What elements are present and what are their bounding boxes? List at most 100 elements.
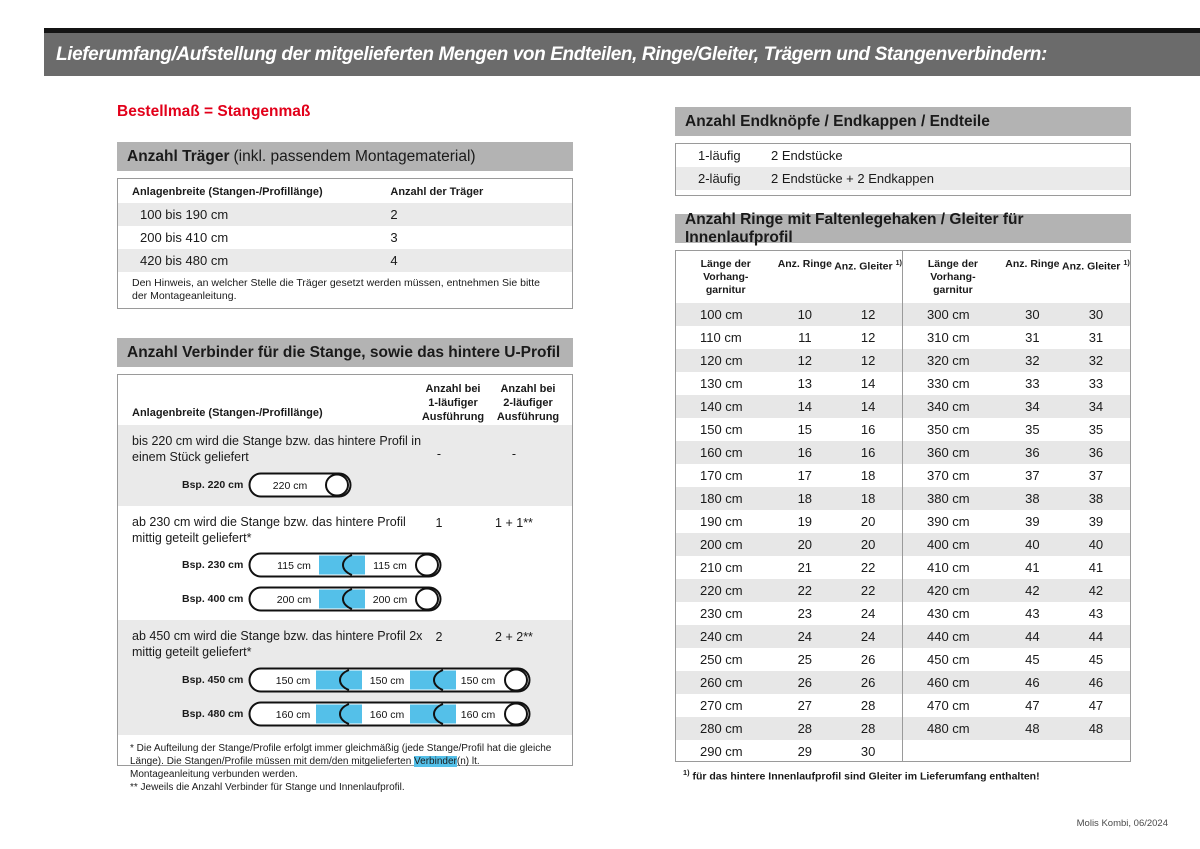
- traeger-note: Den Hinweis, an welcher Stelle die Träge…: [132, 277, 540, 303]
- rings-cell: 39: [1025, 514, 1040, 529]
- length-cell: 250 cm: [700, 652, 743, 667]
- rings-cell: 26: [775, 671, 835, 694]
- table-row: 200 bis 410 cm 3: [118, 226, 572, 249]
- rod-diagram-220: 220 cm: [248, 472, 352, 497]
- length-cell: 110 cm: [700, 330, 742, 345]
- table-row: 340 cm 34 34: [903, 395, 1130, 418]
- length-cell: 360 cm: [903, 441, 1003, 464]
- section-title-traeger-bold: Anzahl Träger: [127, 147, 230, 165]
- verbinder-header-row: Anlagenbreite (Stangen-/Profillänge) Anz…: [118, 375, 572, 425]
- endteile-table: 1-läufig 2 Endstücke 2-läufig 2 Endstück…: [676, 144, 1130, 190]
- rings-cell: 44: [1002, 625, 1062, 648]
- rings-cell: 16: [775, 441, 835, 464]
- order-size-note: Bestellmaß = Stangenmaß: [117, 103, 311, 120]
- table-row: 140 cm 14 14: [676, 395, 902, 418]
- table-row: 260 cm 26 26: [676, 671, 902, 694]
- rings-cell: 40: [1002, 533, 1062, 556]
- verbinder-row-230: ab 230 cm wird die Stange bzw. das hinte…: [118, 506, 572, 621]
- count-2-laufig: 2 + 2**: [495, 630, 533, 644]
- gliders-cell: 14: [834, 395, 902, 418]
- verbinder-row-450: ab 450 cm wird die Stange bzw. das hinte…: [118, 620, 572, 735]
- segment-length-label: 160 cm: [461, 709, 496, 721]
- count-1-laufig: 1: [435, 515, 443, 530]
- length-cell: 300 cm: [903, 303, 1003, 326]
- gliders-cell: 24: [860, 606, 876, 621]
- table-row: 180 cm 18 18: [676, 487, 902, 510]
- section-title-traeger-rest: (inkl. passendem Montagematerial): [233, 147, 476, 165]
- gliders-cell: 33: [1088, 376, 1104, 391]
- length-cell: 170 cm: [700, 468, 743, 483]
- length-cell: 160 cm: [676, 441, 776, 464]
- gliders-cell: 46: [1061, 671, 1130, 694]
- length-cell: 100 cm: [676, 303, 776, 326]
- example-label: Bsp. 450 cm: [182, 673, 244, 686]
- length-cell: 310 cm: [927, 330, 970, 345]
- count-cell: 2: [390, 203, 572, 226]
- rings-cell: 43: [1025, 606, 1040, 621]
- table-row: 230 cm 23 24: [676, 602, 902, 625]
- gliders-cell: 40: [1061, 533, 1130, 556]
- section-title-verbinder: Anzahl Verbinder für die Stange, sowie d…: [117, 338, 573, 367]
- count-1-laufig: 2: [435, 630, 443, 644]
- table-row: 170 cm 17 18: [676, 464, 902, 487]
- table-row: 100 cm 10 12: [676, 303, 902, 326]
- gliders-cell: 34: [1061, 395, 1130, 418]
- segment-length-label: 115 cm: [277, 560, 311, 572]
- example-line: Bsp. 480 cm 160 cm 160 cm 160 cm: [182, 699, 572, 729]
- range-cell: 200 bis 410 cm: [140, 230, 229, 245]
- gliders-cell: 38: [1061, 487, 1130, 510]
- table-row: 330 cm 33 33: [903, 372, 1130, 395]
- gliders-cell: 26: [860, 652, 876, 667]
- table-row: 270 cm 27 28: [676, 694, 902, 717]
- table-row: 110 cm 11 12: [676, 326, 902, 349]
- rings-cell: 48: [1002, 717, 1062, 740]
- length-cell: 460 cm: [903, 671, 1003, 694]
- table-row: 240 cm 24 24: [676, 625, 902, 648]
- ringe-table-left: Länge der Vorhang- garnitur Anz. Ringe A…: [676, 251, 903, 761]
- table-row: 400 cm 40 40: [903, 533, 1130, 556]
- column-header: Anzahl bei 2-läufiger Ausführung: [496, 383, 560, 423]
- table-row: 410 cm 41 41: [903, 556, 1130, 579]
- rings-cell: 20: [775, 533, 835, 556]
- table-row: 2-läufig 2 Endstücke + 2 Endkappen: [676, 167, 1130, 190]
- column-header: Anlagenbreite (Stangen-/Profillänge): [132, 186, 323, 198]
- length-cell: 440 cm: [903, 625, 1003, 648]
- table-row: 320 cm 32 32: [903, 349, 1130, 372]
- rings-cell: 10: [775, 303, 835, 326]
- verbinder-highlight: Verbinder: [414, 755, 457, 767]
- table-row: 210 cm 21 22: [676, 556, 902, 579]
- table-row: 150 cm 15 16: [676, 418, 902, 441]
- rings-cell: 46: [1002, 671, 1062, 694]
- length-cell: 330 cm: [927, 376, 970, 391]
- table-row: 130 cm 13 14: [676, 372, 902, 395]
- rings-cell: 15: [797, 422, 813, 437]
- table-row: 380 cm 38 38: [903, 487, 1130, 510]
- rings-cell: 35: [1025, 422, 1040, 437]
- segment-length-label: 150 cm: [276, 675, 311, 687]
- column-header: Anz. Ringe: [777, 258, 832, 270]
- segment-length-label: 160 cm: [370, 709, 405, 721]
- gliders-cell: 31: [1088, 330, 1104, 345]
- rings-cell: 41: [1025, 560, 1040, 575]
- gliders-cell: 14: [860, 376, 876, 391]
- rings-cell: 14: [775, 395, 835, 418]
- gliders-cell: 48: [1061, 717, 1130, 740]
- rod-diagram-450: 150 cm 150 cm 150 cm: [248, 667, 531, 692]
- example-label: Bsp. 400 cm: [182, 593, 244, 605]
- gliders-cell: 35: [1088, 422, 1104, 437]
- example-line: Bsp. 230 cm 115 cm 115 cm: [182, 550, 572, 580]
- rings-cell: 32: [1002, 349, 1062, 372]
- length-cell: 290 cm: [700, 744, 743, 759]
- table-row: 350 cm 35 35: [903, 418, 1130, 441]
- endteile-table-box: 1-läufig 2 Endstücke 2-läufig 2 Endstück…: [675, 143, 1131, 196]
- row-description: bis 220 cm wird die Stange bzw. das hint…: [132, 434, 422, 465]
- length-cell: 280 cm: [676, 717, 776, 740]
- rings-cell: 19: [797, 514, 813, 529]
- table-row: 220 cm 22 22: [676, 579, 902, 602]
- table-row: 120 cm 12 12: [676, 349, 902, 372]
- length-cell: 430 cm: [927, 606, 970, 621]
- gliders-cell: 12: [860, 330, 876, 345]
- rings-cell: 12: [775, 349, 835, 372]
- range-cell: 100 bis 190 cm: [118, 203, 391, 226]
- rings-cell: 23: [797, 606, 813, 621]
